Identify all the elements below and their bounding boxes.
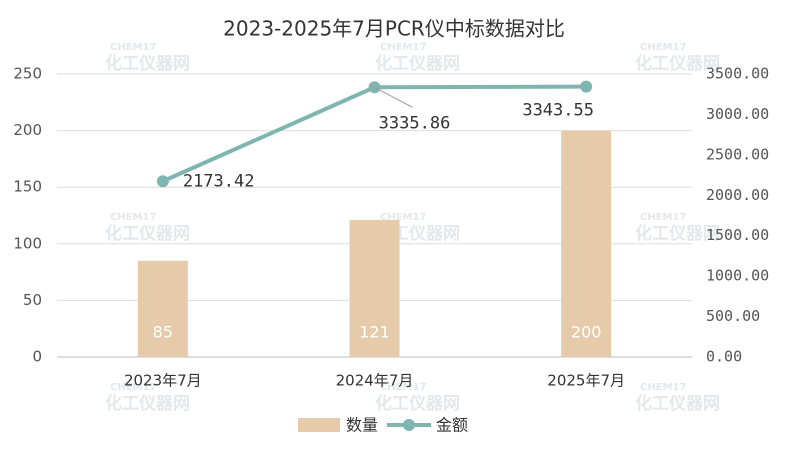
x-tick-label: 2023年7月: [124, 372, 202, 390]
legend-swatch: [298, 418, 340, 432]
y2-tick-label: 1500.00: [706, 226, 769, 244]
line-value-label: 3335.86: [379, 113, 451, 133]
watermark: CHEM17: [640, 382, 686, 393]
y2-tick-label: 3500.00: [706, 65, 769, 83]
y2-tick-label: 2000.00: [706, 186, 769, 204]
watermark: 化工仪器网: [635, 53, 720, 74]
leader-line: [374, 86, 413, 108]
watermark: CHEM17: [110, 382, 156, 393]
legend-label: 金额: [436, 416, 468, 435]
y2-tick-label: 2500.00: [706, 145, 769, 163]
watermark: CHEM17: [640, 212, 686, 223]
y2-tick-label: 0.00: [706, 348, 742, 366]
line-point: [156, 175, 169, 188]
y-tick-label: 250: [13, 65, 42, 83]
y2-tick-label: 1000.00: [706, 267, 769, 285]
watermark: CHEM17: [380, 42, 426, 53]
bar: [349, 220, 400, 357]
watermark: 化工仪器网: [375, 393, 460, 414]
y-tick-label: 100: [13, 234, 42, 252]
watermark: CHEM17: [380, 212, 426, 223]
y-tick-label: 200: [13, 121, 42, 139]
y2-tick-label: 500.00: [706, 307, 760, 325]
bar: [561, 130, 612, 357]
watermark: CHEM17: [380, 382, 426, 393]
watermark: 化工仪器网: [105, 223, 190, 244]
watermark: CHEM17: [110, 212, 156, 223]
chart-title: 2023-2025年7月PCR仪中标数据对比: [223, 17, 565, 41]
watermark: CHEM17: [110, 42, 156, 53]
legend-swatch: [403, 419, 415, 431]
y-tick-label: 150: [13, 178, 42, 196]
x-tick-label: 2025年7月: [547, 372, 625, 390]
bar: [137, 260, 188, 357]
bar-value-label: 121: [359, 323, 390, 342]
y2-tick-label: 3000.00: [706, 105, 769, 123]
watermark: CHEM17: [640, 42, 686, 53]
bar-value-label: 85: [153, 323, 173, 342]
bar-value-label: 200: [571, 323, 602, 342]
watermark: 化工仪器网: [375, 53, 460, 74]
line-point: [580, 80, 593, 93]
watermark: 化工仪器网: [105, 393, 190, 414]
y-tick-label: 50: [23, 291, 42, 309]
y-tick-label: 0: [32, 348, 42, 366]
line-value-label: 3343.55: [522, 101, 594, 121]
watermark: 化工仪器网: [635, 223, 720, 244]
line-value-label: 2173.42: [183, 171, 255, 191]
legend-label: 数量: [346, 416, 378, 435]
x-tick-label: 2024年7月: [336, 372, 414, 390]
watermark: 化工仪器网: [105, 53, 190, 74]
watermark: 化工仪器网: [635, 393, 720, 414]
